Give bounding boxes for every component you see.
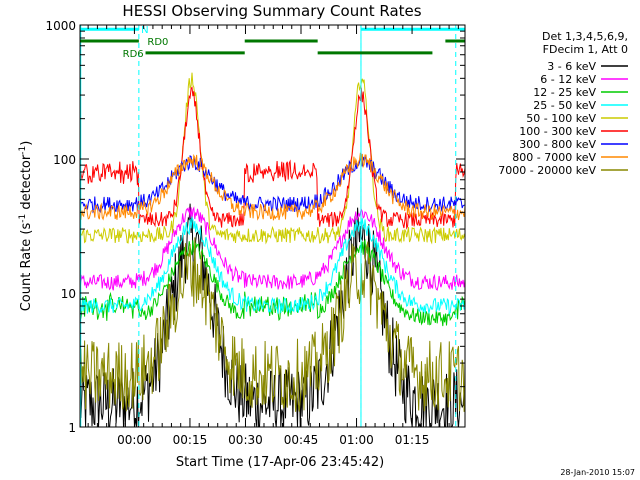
x-axis-label: Start Time (17-Apr-06 23:45:42)	[176, 455, 384, 470]
legend-entry-label: 800 - 7000 keV	[512, 151, 596, 164]
legend-entry-label: 6 - 12 keV	[540, 73, 596, 86]
flag-label-rd6: RD6	[123, 49, 144, 60]
series-line-2	[80, 238, 465, 327]
y-tick-label: 1	[68, 421, 76, 435]
series-line-4	[80, 72, 465, 245]
series-line-7	[80, 152, 465, 221]
x-tick-label: 01:00	[339, 433, 374, 447]
x-tick-label: 00:15	[173, 433, 208, 447]
y-tick-label: 100	[53, 153, 76, 167]
flag-label-n: N	[141, 25, 148, 36]
y-tick-label: 1000	[45, 19, 76, 33]
legend-entry-label: 25 - 50 keV	[533, 99, 596, 112]
legend-entry-label: 12 - 25 keV	[533, 86, 596, 99]
legend-entry-label: 300 - 800 keV	[519, 138, 596, 151]
y-tick-label: 10	[61, 287, 76, 301]
legend-header-line: FDecim 1, Att 0	[543, 43, 628, 56]
x-tick-label: 00:30	[228, 433, 263, 447]
series-line-1	[80, 206, 465, 291]
series-line-8	[80, 237, 465, 412]
legend-entry-label: 7000 - 20000 keV	[498, 164, 596, 177]
x-tick-label: 00:45	[284, 433, 319, 447]
legend-header-line: Det 1,3,4,5,6,9,	[542, 30, 628, 43]
flag-label-rd0: RD0	[147, 37, 168, 48]
series-line-5	[80, 86, 465, 230]
chart-title: HESSI Observing Summary Count Rates	[122, 2, 421, 20]
legend-entry-label: 3 - 6 keV	[547, 60, 596, 73]
plot-frame	[79, 24, 466, 428]
date-stamp: 28-Jan-2010 15:07	[560, 468, 635, 477]
legend-entry-label: 50 - 100 keV	[526, 112, 596, 125]
y-axis-label: Count Rate (s-1 detector-1)	[18, 141, 34, 312]
series-line-3	[80, 215, 465, 315]
legend-entry-label: 100 - 300 keV	[519, 125, 596, 138]
x-tick-label: 01:15	[395, 433, 430, 447]
x-tick-label: 00:00	[117, 433, 152, 447]
